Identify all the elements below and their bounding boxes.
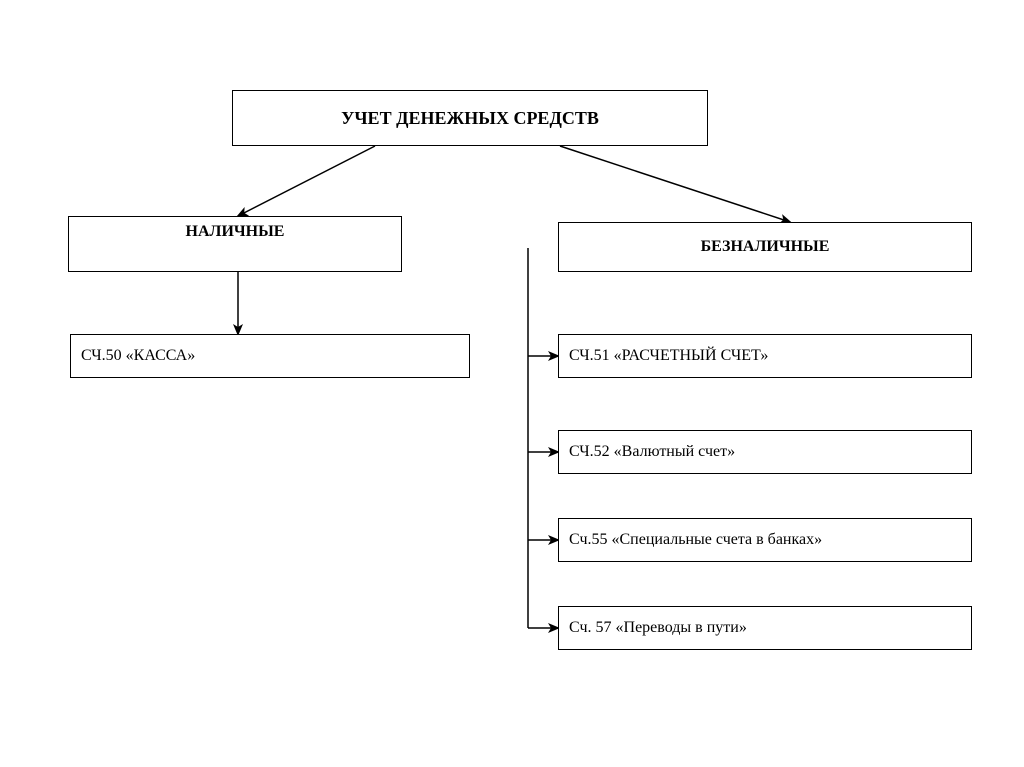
node-acc51: СЧ.51 «РАСЧЕТНЫЙ СЧЕТ»	[558, 334, 972, 378]
node-noncash: БЕЗНАЛИЧНЫЕ	[558, 222, 972, 272]
node-cash-label: НАЛИЧНЫЕ	[186, 223, 285, 241]
node-root: УЧЕТ ДЕНЕЖНЫХ СРЕДСТВ	[232, 90, 708, 146]
node-acc50: СЧ.50 «КАССА»	[70, 334, 470, 378]
node-noncash-label: БЕЗНАЛИЧНЫЕ	[701, 238, 830, 256]
node-acc51-label: СЧ.51 «РАСЧЕТНЫЙ СЧЕТ»	[569, 347, 768, 365]
node-acc55: Сч.55 «Специальные счета в банках»	[558, 518, 972, 562]
node-acc50-label: СЧ.50 «КАССА»	[81, 347, 195, 365]
node-acc52-label: СЧ.52 «Валютный счет»	[569, 443, 735, 461]
node-cash: НАЛИЧНЫЕ	[68, 216, 402, 272]
node-acc52: СЧ.52 «Валютный счет»	[558, 430, 972, 474]
node-acc57-label: Сч. 57 «Переводы в пути»	[569, 619, 747, 637]
diagram-canvas: УЧЕТ ДЕНЕЖНЫХ СРЕДСТВ НАЛИЧНЫЕ БЕЗНАЛИЧН…	[0, 0, 1024, 767]
node-root-label: УЧЕТ ДЕНЕЖНЫХ СРЕДСТВ	[341, 108, 599, 129]
node-acc57: Сч. 57 «Переводы в пути»	[558, 606, 972, 650]
node-acc55-label: Сч.55 «Специальные счета в банках»	[569, 531, 822, 549]
